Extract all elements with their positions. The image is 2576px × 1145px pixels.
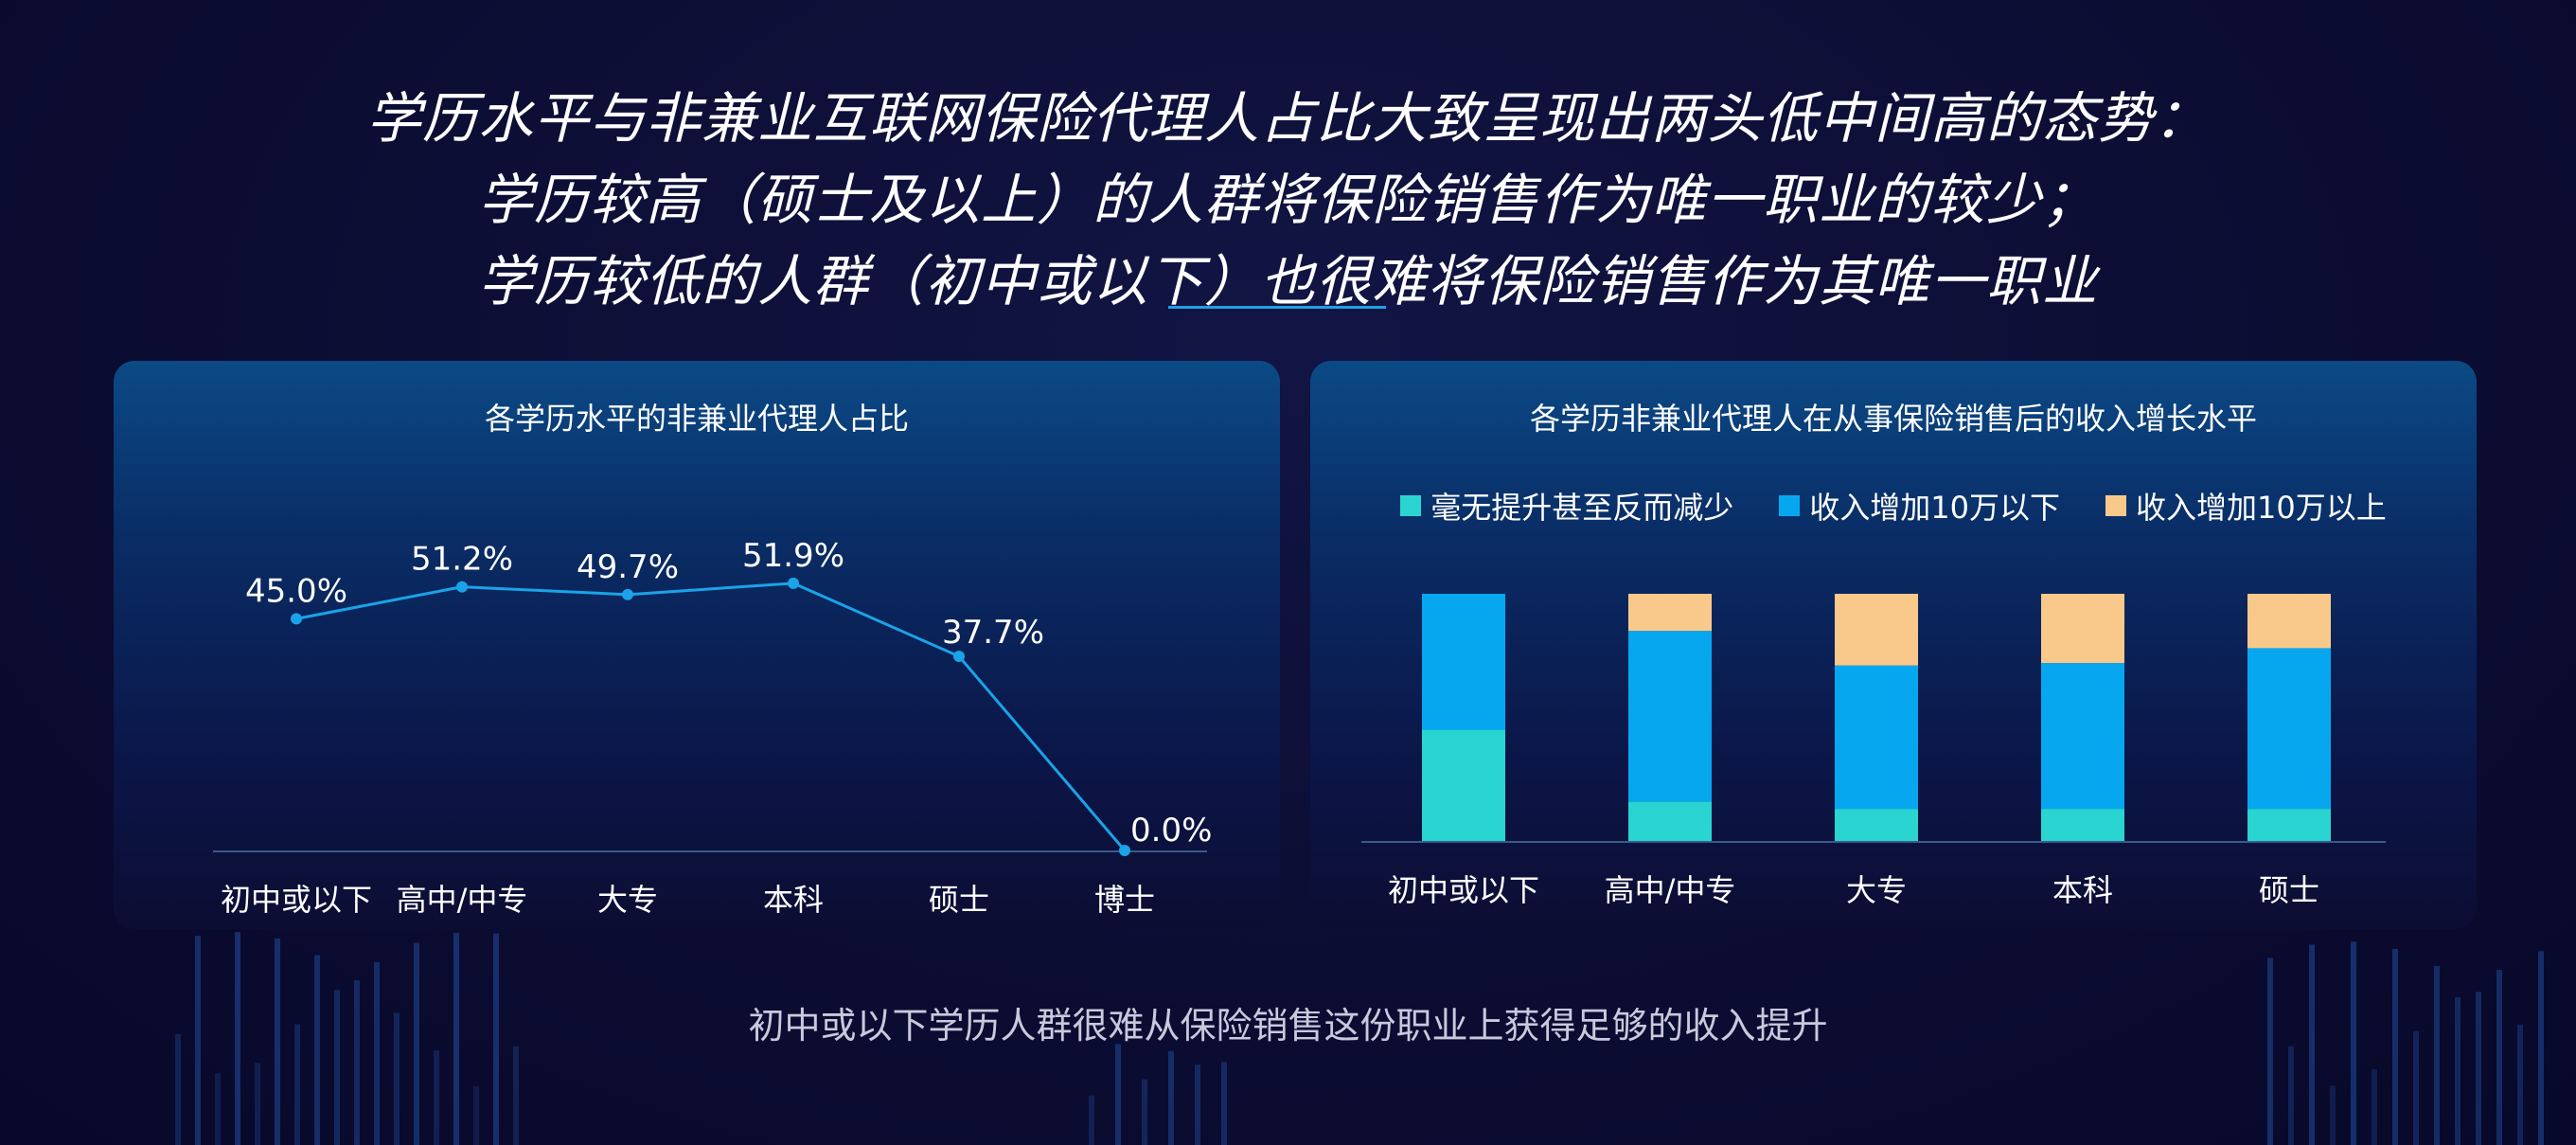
background-bar xyxy=(2434,966,2440,1145)
headline-line-1: 学历水平与非兼业互联网保险代理人占比大致呈现出两头低中间高的态势： xyxy=(365,86,2210,151)
x-tick-label: 初中或以下 xyxy=(1388,872,1539,908)
data-label: 51.2% xyxy=(411,541,513,579)
bar-segment-under-100k xyxy=(1422,594,1505,730)
background-bar xyxy=(394,1012,400,1145)
bar-chart-title: 各学历非兼业代理人在从事保险销售后的收入增长水平 xyxy=(1529,401,2257,437)
bar-segment-under-100k xyxy=(2247,648,2331,810)
background-bar xyxy=(2538,951,2544,1145)
x-tick-label: 本科 xyxy=(2052,872,2113,908)
line-chart-title: 各学历水平的非兼业代理人占比 xyxy=(484,401,909,437)
headline: 学历水平与非兼业互联网保险代理人占比大致呈现出两头低中间高的态势： 学历较高（硕… xyxy=(0,78,2576,322)
background-bar xyxy=(275,938,280,1145)
bar-segment-no-increase xyxy=(1422,729,1505,841)
legend-swatch-no-increase xyxy=(1400,495,1422,516)
stacked-bar-chart: 初中或以下 高中/中专 大专 本科 硕士 xyxy=(1361,594,2386,908)
x-tick-label: 大专 xyxy=(597,882,658,918)
bar-segment-no-increase xyxy=(2041,809,2124,841)
background-bar xyxy=(235,932,240,1145)
x-tick-label: 初中或以下 xyxy=(221,882,372,918)
legend-swatch-under-100k xyxy=(1779,495,1801,516)
x-tick-label: 博士 xyxy=(1094,882,1155,918)
background-bar xyxy=(195,936,201,1145)
legend-label-no-increase: 毫无提升甚至反而减少 xyxy=(1430,490,1734,526)
background-bar xyxy=(2309,944,2315,1145)
background-bar xyxy=(513,1046,519,1145)
bar-segment-under-100k xyxy=(1628,631,1712,802)
x-tick-label: 高中/中专 xyxy=(397,882,528,918)
background-bar xyxy=(175,1033,181,1145)
background-bar xyxy=(294,1024,300,1145)
bar-segment-over-100k xyxy=(1835,594,1918,666)
data-point xyxy=(953,651,965,663)
background-bar xyxy=(414,942,419,1145)
background-bar xyxy=(1142,1079,1147,1145)
background-bar xyxy=(1089,1095,1094,1145)
background-bar xyxy=(334,990,340,1145)
stacked-bar-chart-panel: 各学历非兼业代理人在从事保险销售后的收入增长水平 毫无提升甚至反而减少 收入增加… xyxy=(1310,361,2477,929)
background-bar xyxy=(434,1049,439,1145)
bar-segment-over-100k xyxy=(1628,594,1712,632)
background-bar xyxy=(2372,1069,2377,1145)
line-chart-panel: 各学历水平的非兼业代理人占比 45.0% 初中或以下 51.2% 高中/中专 49.7%… xyxy=(114,361,1280,929)
x-tick-label: 本科 xyxy=(763,882,824,918)
data-point xyxy=(456,581,468,593)
background-bar xyxy=(2267,957,2273,1145)
background-bar xyxy=(493,933,499,1145)
background-bar xyxy=(2476,992,2481,1145)
data-label: 0.0% xyxy=(1130,812,1212,850)
background-bar xyxy=(1221,1062,1227,1145)
data-label: 45.0% xyxy=(245,572,347,610)
background-bar xyxy=(2413,1030,2419,1145)
x-tick-label: 大专 xyxy=(1846,872,1907,908)
bar-chart-legend: 毫无提升甚至反而减少 收入增加10万以下 收入增加10万以上 xyxy=(1310,484,2477,528)
legend-item-over-100k: 收入增加10万以上 xyxy=(2105,484,2387,528)
data-point xyxy=(788,577,799,589)
background-bar xyxy=(2496,970,2502,1145)
bar-segment-no-increase xyxy=(2247,809,2331,841)
legend-label-under-100k: 收入增加10万以下 xyxy=(1809,490,2060,526)
x-tick-label: 硕士 xyxy=(929,882,989,918)
background-bar xyxy=(2392,948,2398,1145)
background-bar xyxy=(1168,1050,1174,1145)
legend-item-under-100k: 收入增加10万以下 xyxy=(1779,484,2060,528)
data-label: 51.9% xyxy=(742,537,844,575)
bar-segment-over-100k xyxy=(2041,594,2124,664)
footer-caption: 初中或以下学历人群很难从保险销售这份职业上获得足够的收入提升 xyxy=(748,1005,1828,1047)
bar-segment-under-100k xyxy=(1835,665,1918,810)
bar-segment-under-100k xyxy=(2041,663,2124,810)
background-bar xyxy=(215,1073,221,1145)
headline-line-2: 学历较高（硕士及以上）的人群将保险销售作为唯一职业的较少； xyxy=(477,168,2098,232)
legend-label-over-100k: 收入增加10万以上 xyxy=(2136,490,2387,526)
headline-underline xyxy=(1168,306,1386,309)
data-label: 49.7% xyxy=(577,548,679,586)
background-bar xyxy=(473,1085,479,1145)
headline-line-3: 学历较低的人群（初中或以下）也很难将保险销售作为其唯一职业 xyxy=(477,249,2098,313)
background-bar xyxy=(2330,1085,2336,1145)
background-bar xyxy=(1115,1044,1121,1145)
background-bar xyxy=(1195,1064,1200,1145)
data-point xyxy=(1119,845,1130,856)
background-bar xyxy=(314,955,320,1145)
background-bar xyxy=(354,980,360,1145)
bar-segment-over-100k xyxy=(2247,594,2331,649)
background-bar xyxy=(374,961,380,1145)
x-tick-label: 硕士 xyxy=(2259,872,2319,908)
bar-segment-no-increase xyxy=(1835,809,1918,841)
data-label: 37.7% xyxy=(942,614,1044,652)
background-bar xyxy=(255,1063,260,1145)
bar-segment-no-increase xyxy=(1628,801,1712,841)
background-bar xyxy=(2288,1046,2294,1145)
legend-swatch-over-100k xyxy=(2105,495,2126,516)
background-bar xyxy=(2351,941,2356,1145)
series-line xyxy=(295,581,1127,851)
data-point xyxy=(291,613,302,625)
x-tick-label: 高中/中专 xyxy=(1605,872,1736,908)
line-chart: 45.0% 初中或以下 51.2% 高中/中专 49.7% 大专 51.9% 本科 37.7% 硕… xyxy=(213,537,1212,918)
legend-item-no-increase: 毫无提升甚至反而减少 xyxy=(1400,484,1733,528)
background-bar xyxy=(453,933,459,1145)
background-bar xyxy=(2455,996,2461,1145)
background-bar xyxy=(2517,1025,2523,1145)
data-point xyxy=(622,588,633,600)
